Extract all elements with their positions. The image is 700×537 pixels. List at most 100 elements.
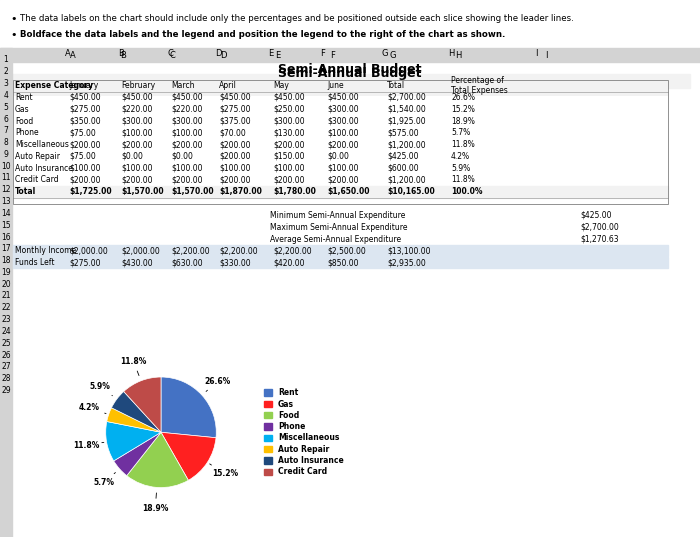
Text: $425.00: $425.00 <box>387 152 419 161</box>
Text: 11: 11 <box>1 173 10 183</box>
Text: $425.00: $425.00 <box>580 211 612 220</box>
Text: 13: 13 <box>1 197 10 206</box>
Text: Minimum Semi-Annual Expenditure: Minimum Semi-Annual Expenditure <box>270 211 405 220</box>
Text: 19: 19 <box>1 268 10 277</box>
Wedge shape <box>113 432 161 476</box>
Text: Food: Food <box>15 117 34 126</box>
Text: $100.00: $100.00 <box>171 128 202 137</box>
Text: $220.00: $220.00 <box>121 105 153 114</box>
Text: 3: 3 <box>4 79 8 88</box>
Text: 26: 26 <box>1 351 10 359</box>
Text: 16: 16 <box>1 233 10 242</box>
Bar <box>13 245 668 256</box>
Text: 14: 14 <box>1 209 10 218</box>
Text: $200.00: $200.00 <box>327 140 358 149</box>
Wedge shape <box>127 432 188 488</box>
Text: 4.2%: 4.2% <box>78 403 106 413</box>
Text: 22: 22 <box>1 303 10 313</box>
Text: Expense Category: Expense Category <box>15 81 93 90</box>
Text: $100.00: $100.00 <box>219 164 251 173</box>
Text: C: C <box>170 50 176 60</box>
Text: $2,935.00: $2,935.00 <box>387 258 426 267</box>
Text: $420.00: $420.00 <box>273 258 304 267</box>
Text: 7: 7 <box>4 126 8 135</box>
Text: Auto Repair: Auto Repair <box>15 152 60 161</box>
Text: $2,700.00: $2,700.00 <box>580 223 619 231</box>
Text: $200.00: $200.00 <box>273 140 304 149</box>
Text: H: H <box>455 50 461 60</box>
Text: January: January <box>69 81 98 90</box>
Text: $200.00: $200.00 <box>219 176 251 185</box>
Text: $100.00: $100.00 <box>69 164 101 173</box>
Text: 29: 29 <box>1 386 10 395</box>
Wedge shape <box>161 432 216 480</box>
Bar <box>0 48 12 537</box>
Text: $450.00: $450.00 <box>121 93 153 102</box>
Bar <box>0 48 700 62</box>
Text: $275.00: $275.00 <box>69 258 101 267</box>
Text: $600.00: $600.00 <box>387 164 419 173</box>
Text: $2,500.00: $2,500.00 <box>327 246 365 255</box>
Text: B: B <box>120 50 126 60</box>
Text: $1,570.00: $1,570.00 <box>121 187 164 197</box>
Text: 5.9%: 5.9% <box>90 382 113 396</box>
Text: $100.00: $100.00 <box>171 164 202 173</box>
Text: 11.8%: 11.8% <box>451 140 475 149</box>
Text: $1,725.00: $1,725.00 <box>69 187 111 197</box>
Text: $0.00: $0.00 <box>121 152 143 161</box>
Text: 21: 21 <box>1 292 10 301</box>
Text: Funds Left: Funds Left <box>15 258 55 267</box>
Text: $300.00: $300.00 <box>327 117 358 126</box>
Text: 23: 23 <box>1 315 10 324</box>
Text: 20: 20 <box>1 280 10 289</box>
Text: $200.00: $200.00 <box>219 152 251 161</box>
Text: $100.00: $100.00 <box>121 164 153 173</box>
Text: 100.0%: 100.0% <box>451 187 482 197</box>
Text: F: F <box>320 49 325 59</box>
Text: $2,700.00: $2,700.00 <box>387 93 426 102</box>
Bar <box>13 186 668 198</box>
Text: Total: Total <box>387 81 405 90</box>
Text: 5.7%: 5.7% <box>93 473 116 487</box>
Text: 4.2%: 4.2% <box>451 152 470 161</box>
Text: $450.00: $450.00 <box>327 93 358 102</box>
Text: $450.00: $450.00 <box>171 93 202 102</box>
Text: Credit Card: Credit Card <box>15 176 59 185</box>
Text: $1,200.00: $1,200.00 <box>387 176 426 185</box>
Text: G: G <box>382 49 389 59</box>
Text: $200.00: $200.00 <box>219 140 251 149</box>
Text: 26.6%: 26.6% <box>204 376 231 391</box>
Text: 6: 6 <box>4 114 8 124</box>
Text: $2,000.00: $2,000.00 <box>121 246 160 255</box>
Text: $220.00: $220.00 <box>171 105 202 114</box>
Text: $575.00: $575.00 <box>387 128 419 137</box>
Text: Rent: Rent <box>15 93 33 102</box>
Text: 15.2%: 15.2% <box>210 464 238 478</box>
Text: E: E <box>268 49 273 59</box>
Text: $10,165.00: $10,165.00 <box>387 187 435 197</box>
Text: Monthly Income: Monthly Income <box>15 246 76 255</box>
Text: 8: 8 <box>4 138 8 147</box>
Text: $0.00: $0.00 <box>327 152 349 161</box>
Text: $200.00: $200.00 <box>171 140 202 149</box>
Text: $130.00: $130.00 <box>273 128 304 137</box>
Text: 10: 10 <box>1 162 10 171</box>
Text: $300.00: $300.00 <box>121 117 153 126</box>
Text: 15: 15 <box>1 221 10 230</box>
Text: Percentage of
Total Expenses: Percentage of Total Expenses <box>451 76 508 95</box>
Text: $0.00: $0.00 <box>171 152 193 161</box>
Text: April: April <box>219 81 237 90</box>
Wedge shape <box>106 422 161 461</box>
Text: $330.00: $330.00 <box>219 258 251 267</box>
Text: $200.00: $200.00 <box>327 176 358 185</box>
Text: $1,780.00: $1,780.00 <box>273 187 316 197</box>
Text: $2,200.00: $2,200.00 <box>273 246 312 255</box>
Text: Total: Total <box>15 187 36 197</box>
Text: H: H <box>448 49 454 59</box>
Text: February: February <box>121 81 155 90</box>
Text: G: G <box>390 50 396 60</box>
Text: 18.9%: 18.9% <box>451 117 475 126</box>
Text: $150.00: $150.00 <box>273 152 304 161</box>
Text: A: A <box>65 49 71 59</box>
Text: $450.00: $450.00 <box>273 93 304 102</box>
